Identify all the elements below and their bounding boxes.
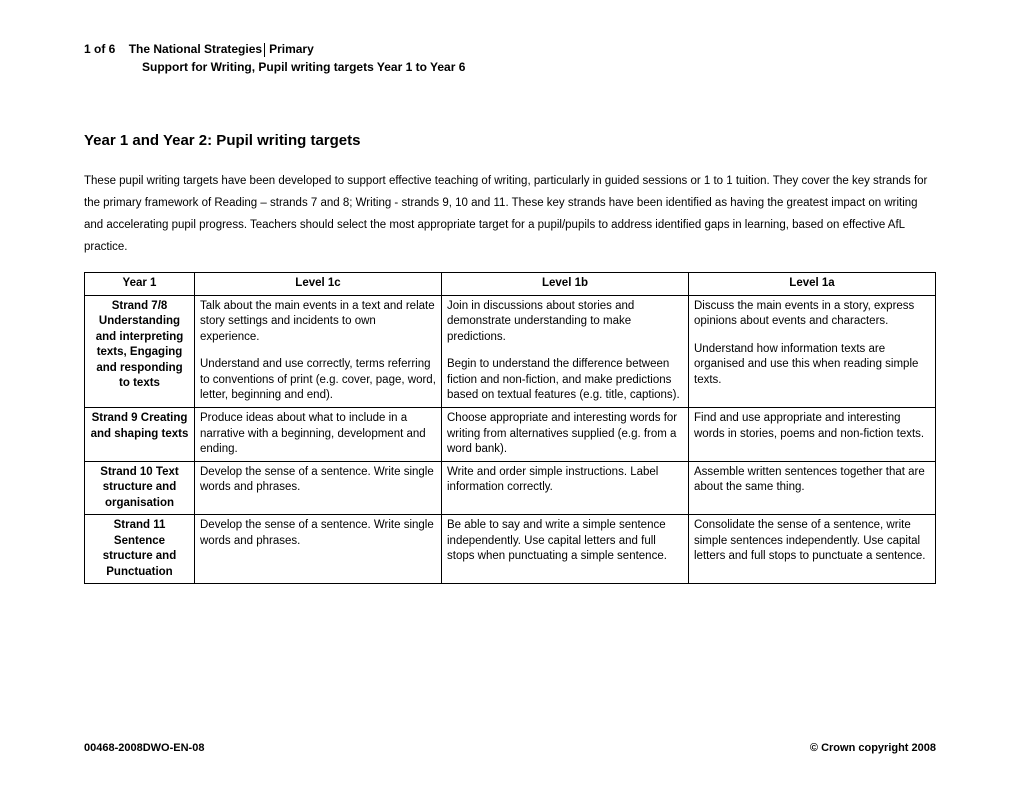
cell-1b: Be able to say and write a simple senten… <box>442 515 689 584</box>
col-header-year: Year 1 <box>85 273 195 296</box>
page-title: Year 1 and Year 2: Pupil writing targets <box>84 132 936 149</box>
cell-1a: Consolidate the sense of a sentence, wri… <box>689 515 936 584</box>
cell-text: Be able to say and write a simple senten… <box>447 518 683 565</box>
table-row: Strand 11 Sentence structure and Punctua… <box>85 515 936 584</box>
cell-1c: Develop the sense of a sentence. Write s… <box>195 461 442 515</box>
header-subtitle: Support for Writing, Pupil writing targe… <box>142 60 465 74</box>
cell-1c: Develop the sense of a sentence. Write s… <box>195 515 442 584</box>
intro-paragraph: These pupil writing targets have been de… <box>84 171 936 258</box>
table-row: Strand 10 Text structure and organisatio… <box>85 461 936 515</box>
cell-text: Understand and use correctly, terms refe… <box>200 357 436 404</box>
cell-text: Develop the sense of a sentence. Write s… <box>200 465 436 496</box>
cell-text: Find and use appropriate and interesting… <box>694 411 930 442</box>
cell-text: Talk about the main events in a text and… <box>200 299 436 346</box>
cell-1a: Assemble written sentences together that… <box>689 461 936 515</box>
table-header-row: Year 1 Level 1c Level 1b Level 1a <box>85 273 936 296</box>
brand-right: Primary <box>269 42 314 56</box>
header-line-2: Support for Writing, Pupil writing targe… <box>84 58 936 76</box>
table-row: Strand 9 Creating and shaping texts Prod… <box>85 407 936 461</box>
footer-right: © Crown copyright 2008 <box>810 742 936 754</box>
cell-text: Consolidate the sense of a sentence, wri… <box>694 518 930 565</box>
separator-icon <box>264 43 265 57</box>
strand-cell: Strand 7/8 Understanding and interpretin… <box>85 295 195 407</box>
cell-text: Understand how information texts are org… <box>694 342 930 389</box>
cell-1a: Discuss the main events in a story, expr… <box>689 295 936 407</box>
cell-text: Produce ideas about what to include in a… <box>200 411 436 458</box>
cell-text: Join in discussions about stories and de… <box>447 299 683 346</box>
header-line-1: 1 of 6 The National Strategies Primary <box>84 40 936 58</box>
cell-1a: Find and use appropriate and interesting… <box>689 407 936 461</box>
col-header-1a: Level 1a <box>689 273 936 296</box>
col-header-1b: Level 1b <box>442 273 689 296</box>
targets-table: Year 1 Level 1c Level 1b Level 1a Strand… <box>84 272 936 584</box>
col-header-1c: Level 1c <box>195 273 442 296</box>
cell-text: Write and order simple instructions. Lab… <box>447 465 683 496</box>
strand-cell: Strand 9 Creating and shaping texts <box>85 407 195 461</box>
table-row: Strand 7/8 Understanding and interpretin… <box>85 295 936 407</box>
footer-left: 00468-2008DWO-EN-08 <box>84 742 204 754</box>
cell-text: Choose appropriate and interesting words… <box>447 411 683 458</box>
footer: 00468-2008DWO-EN-08 © Crown copyright 20… <box>84 742 936 754</box>
cell-1b: Choose appropriate and interesting words… <box>442 407 689 461</box>
cell-text: Discuss the main events in a story, expr… <box>694 299 930 330</box>
strand-cell: Strand 11 Sentence structure and Punctua… <box>85 515 195 584</box>
strand-cell: Strand 10 Text structure and organisatio… <box>85 461 195 515</box>
cell-text: Begin to understand the difference betwe… <box>447 357 683 404</box>
cell-1c: Talk about the main events in a text and… <box>195 295 442 407</box>
cell-text: Develop the sense of a sentence. Write s… <box>200 518 436 549</box>
cell-1b: Write and order simple instructions. Lab… <box>442 461 689 515</box>
brand-left: The National Strategies <box>129 42 262 56</box>
cell-1b: Join in discussions about stories and de… <box>442 295 689 407</box>
cell-1c: Produce ideas about what to include in a… <box>195 407 442 461</box>
cell-text: Assemble written sentences together that… <box>694 465 930 496</box>
page-indicator: 1 of 6 <box>84 42 115 56</box>
document-page: 1 of 6 The National Strategies Primary Su… <box>0 0 1020 788</box>
